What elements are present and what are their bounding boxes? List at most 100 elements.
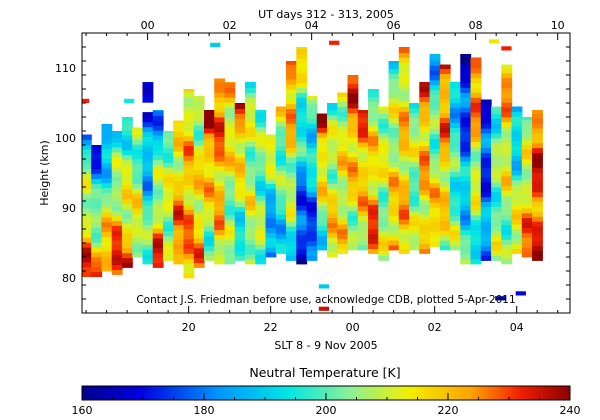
heat-cell — [450, 225, 461, 231]
heat-cell — [193, 184, 205, 190]
heat-cell — [132, 149, 144, 155]
heat-cell — [121, 194, 133, 200]
heat-cell — [337, 229, 349, 235]
heat-cell — [193, 179, 205, 185]
heat-cell — [470, 141, 482, 147]
heat-cell — [521, 203, 533, 209]
heat-cell — [193, 238, 205, 244]
heat-cell — [296, 195, 308, 201]
heat-cell — [419, 243, 431, 249]
heat-cell — [173, 234, 185, 240]
heat-cell — [255, 126, 267, 133]
heat-cell — [234, 236, 246, 242]
heat-cell — [491, 123, 502, 129]
heat-cell — [255, 200, 267, 206]
heat-cell — [368, 155, 379, 161]
heat-cell — [142, 190, 154, 196]
heat-cell — [111, 147, 123, 153]
heat-cell — [142, 82, 154, 84]
heat-cell — [398, 238, 410, 245]
heat-cell — [214, 161, 226, 167]
heat-cell — [439, 171, 451, 177]
heat-cell — [306, 98, 318, 105]
heat-cell — [450, 191, 461, 197]
heat-cell — [327, 168, 338, 175]
heat-cell — [275, 243, 287, 249]
heat-cell — [450, 117, 461, 123]
heat-cell — [460, 170, 472, 177]
heat-cell — [347, 245, 359, 251]
heat-cell — [111, 142, 123, 148]
heat-cell — [327, 105, 338, 111]
heat-cell — [245, 239, 256, 245]
heat-cell — [347, 225, 359, 231]
heat-cell — [388, 161, 400, 168]
heat-cell — [121, 252, 133, 259]
heat-cell — [286, 201, 297, 207]
heat-cell — [480, 123, 492, 129]
heat-cell — [378, 236, 390, 242]
heat-cell — [91, 178, 103, 184]
heat-cell — [214, 224, 226, 231]
heat-cell — [193, 252, 205, 259]
heat-cell — [193, 100, 205, 107]
heat-cell — [409, 220, 420, 226]
heat-cell — [450, 186, 461, 192]
heat-cell — [82, 227, 92, 233]
heat-cell — [82, 232, 92, 238]
heat-cell — [245, 112, 256, 118]
heat-cell — [214, 249, 226, 255]
heat-cell — [480, 118, 492, 124]
heat-cell — [368, 248, 379, 254]
heat-cell — [388, 127, 400, 133]
heat-cell — [224, 180, 236, 186]
top-tick-label: 02 — [223, 19, 237, 32]
heat-cell — [480, 255, 492, 261]
heat-cell — [368, 214, 379, 220]
heat-cell — [101, 246, 113, 252]
heat-cell — [388, 196, 400, 202]
heat-cell — [419, 219, 431, 225]
heat-cell — [501, 161, 513, 167]
heat-cell — [224, 151, 236, 157]
heat-cell — [255, 249, 267, 255]
heat-cell — [521, 237, 533, 243]
heat-cell — [162, 206, 174, 212]
heat-cell — [255, 151, 267, 157]
heat-cell — [357, 196, 369, 202]
heat-cell — [162, 133, 174, 139]
heat-cell — [245, 87, 256, 93]
heat-cell — [398, 116, 410, 122]
heat-cell — [296, 175, 308, 182]
heat-cell — [378, 147, 390, 154]
heat-cell — [368, 165, 379, 171]
heat-cell — [357, 152, 369, 158]
heat-cell — [357, 215, 369, 221]
heat-cell — [152, 243, 164, 249]
heat-cell — [378, 240, 390, 247]
heat-cell — [521, 208, 533, 214]
heat-cell — [183, 189, 195, 196]
heat-cell — [193, 174, 205, 180]
heat-cell — [296, 151, 308, 157]
heat-cell — [347, 196, 359, 202]
heat-cell — [82, 237, 92, 243]
heat-cell — [234, 211, 246, 217]
heat-cell — [327, 252, 338, 258]
heat-cell — [111, 220, 123, 226]
heat-cell — [173, 200, 185, 206]
heat-cell — [347, 112, 359, 119]
heat-cell — [234, 245, 246, 252]
heat-cell — [162, 221, 174, 227]
heat-cell — [460, 146, 472, 152]
heat-cell — [224, 239, 236, 245]
heat-cell — [357, 127, 369, 133]
heat-cell — [378, 128, 390, 134]
heat-cell — [101, 207, 113, 213]
heat-cell — [491, 138, 502, 144]
heat-cell — [532, 191, 543, 198]
heat-cell — [214, 185, 226, 191]
heat-cell — [142, 229, 154, 235]
heat-cell — [419, 180, 431, 186]
heat-cell — [255, 195, 267, 201]
